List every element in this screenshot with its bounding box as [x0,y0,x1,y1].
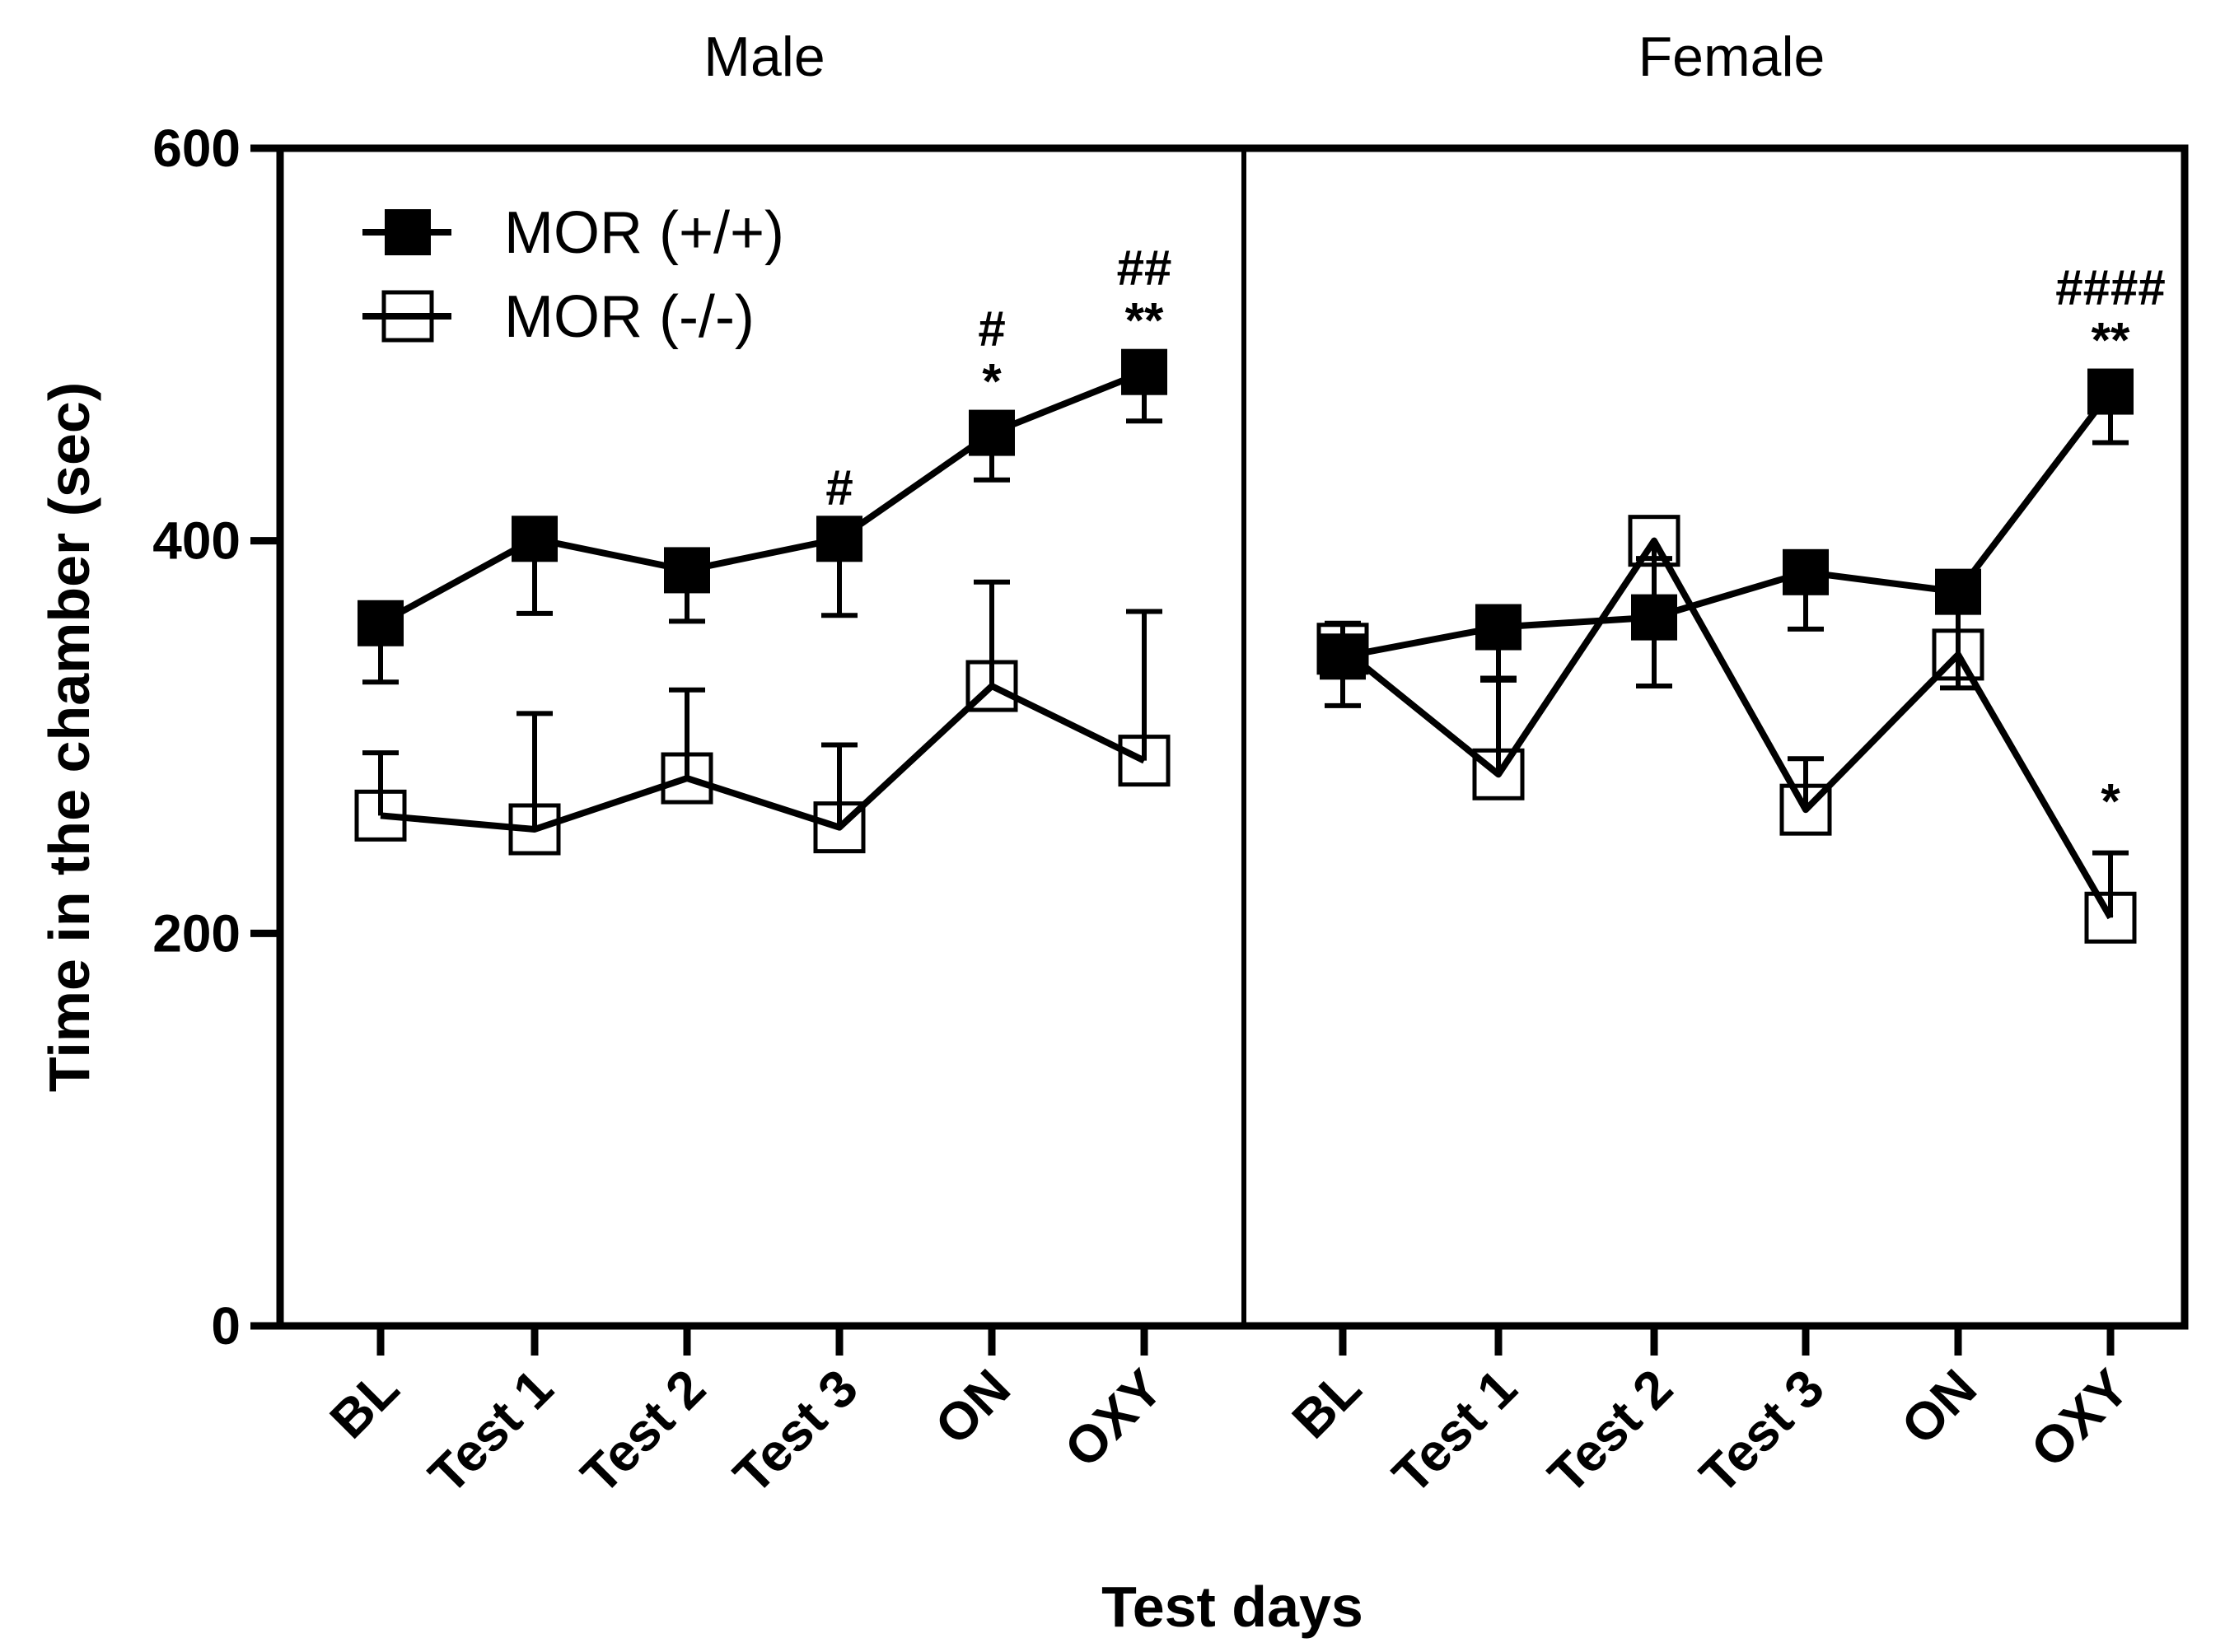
significance-marker: # [825,460,853,515]
significance-marker: #### [2055,260,2165,315]
x-tick-label-male-test-2: Test 2 [570,1358,717,1505]
x-tick-label-female-test-1: Test 1 [1381,1358,1528,1505]
data-point-filled [2087,368,2134,415]
annotations: #*# **##**####* [825,240,2165,829]
panel-title-female: Female [1638,26,1825,88]
series-female-ko [1316,515,2137,944]
significance-marker: * [982,354,1002,409]
data-point-open [2084,891,2137,944]
legend-item-ko: MOR (-/-) [362,284,755,350]
data-point-filled [664,547,710,594]
x-tick-label-male-oxy: OXY [1053,1358,1173,1478]
x-tick-label-male-test-1: Test 1 [418,1358,564,1505]
significance-marker: ** [1125,293,1164,348]
x-tick-label-male-bl: BL [319,1358,410,1449]
plot-frame [276,144,2189,1330]
significance-marker: # [978,301,1005,357]
y-tick-label: 400 [152,511,241,571]
series-female-wt [1320,368,2134,691]
series-male-wt [358,348,1167,685]
data-point-filled [816,516,862,562]
y-tick-label: 600 [152,119,241,178]
series-line [379,368,1146,627]
data-point-open [1472,748,1525,800]
legend: MOR (+/+) MOR (-/-) [362,200,784,350]
x-tick-label-male-on: ON [923,1358,1021,1456]
x-tick-label-female-test-3: Test 3 [1689,1358,1835,1505]
y-tick-label: 200 [152,903,241,963]
significance-marker: ** [2092,313,2130,368]
plot-border [276,144,2189,1330]
data-point-open [1118,735,1171,787]
y-axis-title: Time in the chamber (sec) [37,382,101,1092]
data-point-filled [358,600,404,646]
data-point-filled [969,409,1015,456]
data-point-filled [512,516,558,562]
data-point-open [1779,783,1832,836]
legend-marker-open [381,290,434,343]
data-point-open [813,801,866,854]
x-tick-label-female-on: ON [1890,1358,1988,1456]
data-point-open [508,803,561,856]
data-point-open [1316,623,1369,675]
data-point-open [965,660,1018,712]
x-tick-label-female-oxy: OXY [2019,1358,2139,1478]
data-point-filled [1475,604,1521,651]
legend-item-wt: MOR (+/+) [362,200,784,266]
series [354,348,2137,944]
x-axis-title: Test days [1101,1575,1363,1639]
series-line [380,683,1146,833]
data-point-filled [1121,348,1167,395]
x-tick-label-female-bl: BL [1281,1358,1372,1449]
legend-label: MOR (-/-) [504,284,755,350]
data-point-open [1628,515,1680,567]
significance-marker: ## [1117,240,1172,296]
x-tick-label-male-test-3: Test 3 [722,1358,869,1505]
legend-marker-filled [385,209,431,255]
legend-label: MOR (+/+) [504,200,784,266]
y-tick-label: 0 [211,1296,241,1356]
panel-title-male: Male [703,26,825,88]
data-point-open [354,789,407,842]
data-point-filled [1783,548,1829,595]
data-point-filled [1935,568,1981,615]
x-tick-label-female-test-2: Test 2 [1537,1358,1684,1505]
data-point-open [1932,628,1984,681]
data-point-open [661,752,713,805]
significance-marker: * [2101,774,2120,829]
series-line [1342,390,2114,660]
series-male-ko [354,579,1171,856]
